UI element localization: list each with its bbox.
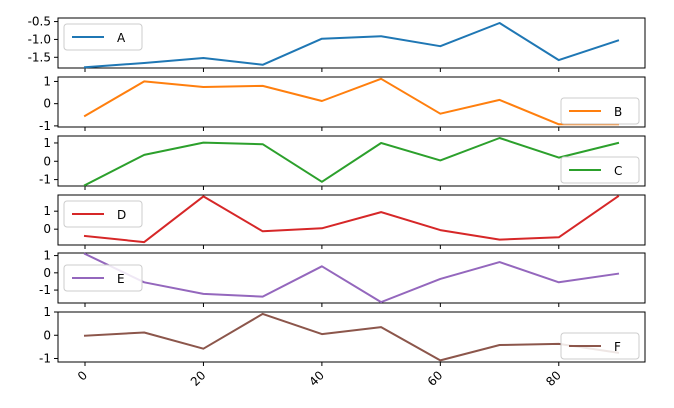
y-tick-label-b: 0 bbox=[43, 97, 51, 111]
subplot-frame-f bbox=[57, 311, 646, 363]
y-tick-label-c: 1 bbox=[43, 136, 51, 150]
y-tick-label-f: 1 bbox=[43, 305, 51, 319]
y-tick-label-b: -1 bbox=[39, 119, 51, 133]
y-tick-label-d: 1 bbox=[43, 204, 51, 218]
x-tick-label: 0 bbox=[75, 368, 90, 383]
legend-label-a: A bbox=[117, 31, 126, 45]
series-line-e bbox=[83, 252, 620, 304]
y-tick-label-e: -1 bbox=[39, 283, 51, 297]
y-tick-label-a: -1.5 bbox=[28, 50, 51, 64]
y-tick-label-f: 0 bbox=[43, 328, 51, 342]
series-line-c bbox=[83, 137, 620, 187]
series-line-f bbox=[83, 312, 620, 362]
y-tick-label-c: -1 bbox=[39, 173, 51, 187]
y-tick-label-e: 1 bbox=[43, 249, 51, 263]
x-tick-label: 80 bbox=[543, 368, 564, 389]
series-line-b bbox=[83, 77, 619, 126]
subplot-frame-b bbox=[57, 76, 646, 128]
x-tick-label: 40 bbox=[306, 368, 327, 389]
y-tick-label-e: 0 bbox=[43, 266, 51, 280]
legend-label-e: E bbox=[117, 272, 125, 286]
series-line-a bbox=[83, 22, 620, 69]
legend-label-b: B bbox=[614, 105, 622, 119]
legend-label-d: D bbox=[117, 208, 126, 222]
subplot-frame-a bbox=[57, 17, 646, 69]
y-tick-label-b: 1 bbox=[43, 74, 51, 88]
y-tick-label-a: -1.0 bbox=[28, 32, 51, 46]
legend-label-f: F bbox=[614, 340, 621, 354]
x-tick-label: 20 bbox=[188, 368, 209, 389]
y-tick-label-a: -0.5 bbox=[28, 15, 51, 29]
legend-label-c: C bbox=[614, 164, 622, 178]
y-tick-label-d: 0 bbox=[43, 222, 51, 236]
y-tick-label-c: 0 bbox=[43, 154, 51, 168]
subplot-frame-c bbox=[57, 135, 646, 187]
series-line-d bbox=[83, 195, 620, 244]
y-tick-label-f: -1 bbox=[39, 352, 51, 366]
x-tick-label: 60 bbox=[425, 368, 446, 389]
subplot-frame-e bbox=[57, 252, 646, 304]
